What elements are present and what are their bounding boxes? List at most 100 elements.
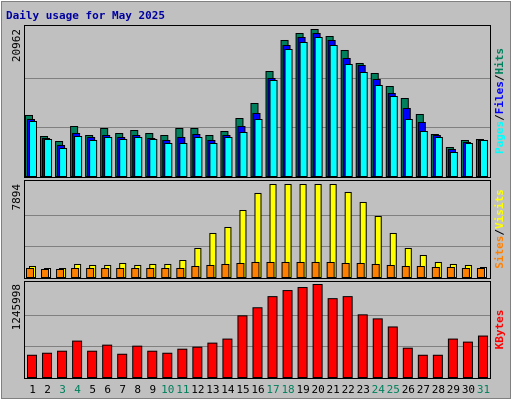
bar xyxy=(72,340,83,378)
x-tick-label: 24 xyxy=(372,383,386,396)
bar xyxy=(101,267,110,278)
bar xyxy=(282,290,293,379)
bar xyxy=(116,267,125,278)
legend: Pages/Files/Hits xyxy=(493,48,506,154)
bar xyxy=(419,130,428,178)
bar xyxy=(311,261,320,278)
y-tick-label: 7894 xyxy=(10,184,23,211)
bar xyxy=(266,261,275,278)
x-tick-label: 16 xyxy=(251,383,264,396)
bar xyxy=(86,267,95,278)
bar xyxy=(449,152,458,178)
x-tick-label: 13 xyxy=(206,383,219,396)
bar xyxy=(251,261,260,278)
x-tick-label: 27 xyxy=(417,383,430,396)
bar xyxy=(431,266,440,278)
bar xyxy=(192,346,203,378)
bar xyxy=(224,137,233,177)
legend-entry: Hits xyxy=(493,48,506,75)
bar xyxy=(236,262,245,279)
bar xyxy=(27,354,37,378)
legend: Sites/Visits xyxy=(493,189,506,269)
y-tick-label: 1245998 xyxy=(10,284,23,330)
x-tick-label: 5 xyxy=(89,383,96,396)
x-tick-label: 25 xyxy=(387,383,400,396)
legend-entry: Sites xyxy=(493,236,506,269)
bar xyxy=(207,342,218,378)
bar xyxy=(476,267,485,278)
bar xyxy=(374,84,383,177)
legend: KBytes xyxy=(493,310,506,350)
x-tick-label: 29 xyxy=(447,383,460,396)
x-tick-label: 8 xyxy=(134,383,141,396)
x-tick-label: 31 xyxy=(477,383,490,396)
x-tick-label: 26 xyxy=(402,383,415,396)
x-tick-label: 20 xyxy=(312,383,325,396)
bar xyxy=(56,269,65,279)
bar xyxy=(479,139,488,178)
x-tick-label: 1 xyxy=(29,383,36,396)
bar xyxy=(74,135,83,177)
bar xyxy=(281,261,290,278)
legend-entry: KBytes xyxy=(493,310,506,350)
bar xyxy=(462,341,473,379)
x-tick-label: 15 xyxy=(236,383,249,396)
bar xyxy=(147,350,158,379)
x-tick-label: 4 xyxy=(74,383,81,396)
bar xyxy=(416,265,425,279)
bar xyxy=(221,263,230,278)
bar xyxy=(342,296,353,379)
bar xyxy=(89,139,98,178)
bar xyxy=(267,296,278,379)
bar xyxy=(404,119,413,178)
bar xyxy=(146,267,155,278)
bar xyxy=(296,261,305,278)
bar xyxy=(477,335,488,379)
bar xyxy=(312,284,323,378)
x-tick-label: 11 xyxy=(176,383,189,396)
x-tick-label: 17 xyxy=(266,383,279,396)
bar xyxy=(134,137,143,177)
x-tick-label: 19 xyxy=(296,383,309,396)
bar xyxy=(42,352,53,378)
legend-entry: Files xyxy=(493,81,506,114)
x-tick-label: 30 xyxy=(462,383,475,396)
bar xyxy=(371,263,380,278)
bar xyxy=(284,49,293,177)
bar xyxy=(464,142,473,177)
bar xyxy=(254,119,263,178)
bar xyxy=(461,267,470,278)
x-tick-label: 9 xyxy=(149,383,156,396)
bar xyxy=(327,298,338,378)
x-tick-label: 18 xyxy=(281,383,294,396)
y-tick-label: 20962 xyxy=(10,29,23,62)
bar xyxy=(359,72,368,177)
bar xyxy=(161,267,170,278)
bar xyxy=(402,347,413,379)
legend-entry: Pages xyxy=(493,121,506,154)
bar xyxy=(102,344,113,379)
legend-separator: / xyxy=(493,114,506,121)
bar xyxy=(87,350,98,379)
x-tick-label: 6 xyxy=(104,383,111,396)
bar xyxy=(372,318,383,379)
legend-separator: / xyxy=(493,229,506,236)
bar xyxy=(104,137,113,177)
bar xyxy=(191,265,200,279)
chart-title: Daily usage for May 2025 xyxy=(6,9,165,22)
bar xyxy=(329,44,338,178)
bar xyxy=(341,262,350,279)
bar xyxy=(326,261,335,278)
bar xyxy=(194,137,203,177)
bar xyxy=(71,267,80,278)
x-tick-label: 7 xyxy=(119,383,126,396)
bar xyxy=(26,267,34,278)
legend-entry: Visits xyxy=(493,189,506,229)
bar xyxy=(401,265,410,279)
bar xyxy=(299,42,308,177)
bar xyxy=(162,352,173,378)
bar xyxy=(344,64,353,177)
x-tick-label: 14 xyxy=(221,383,235,396)
x-tick-label: 28 xyxy=(432,383,445,396)
